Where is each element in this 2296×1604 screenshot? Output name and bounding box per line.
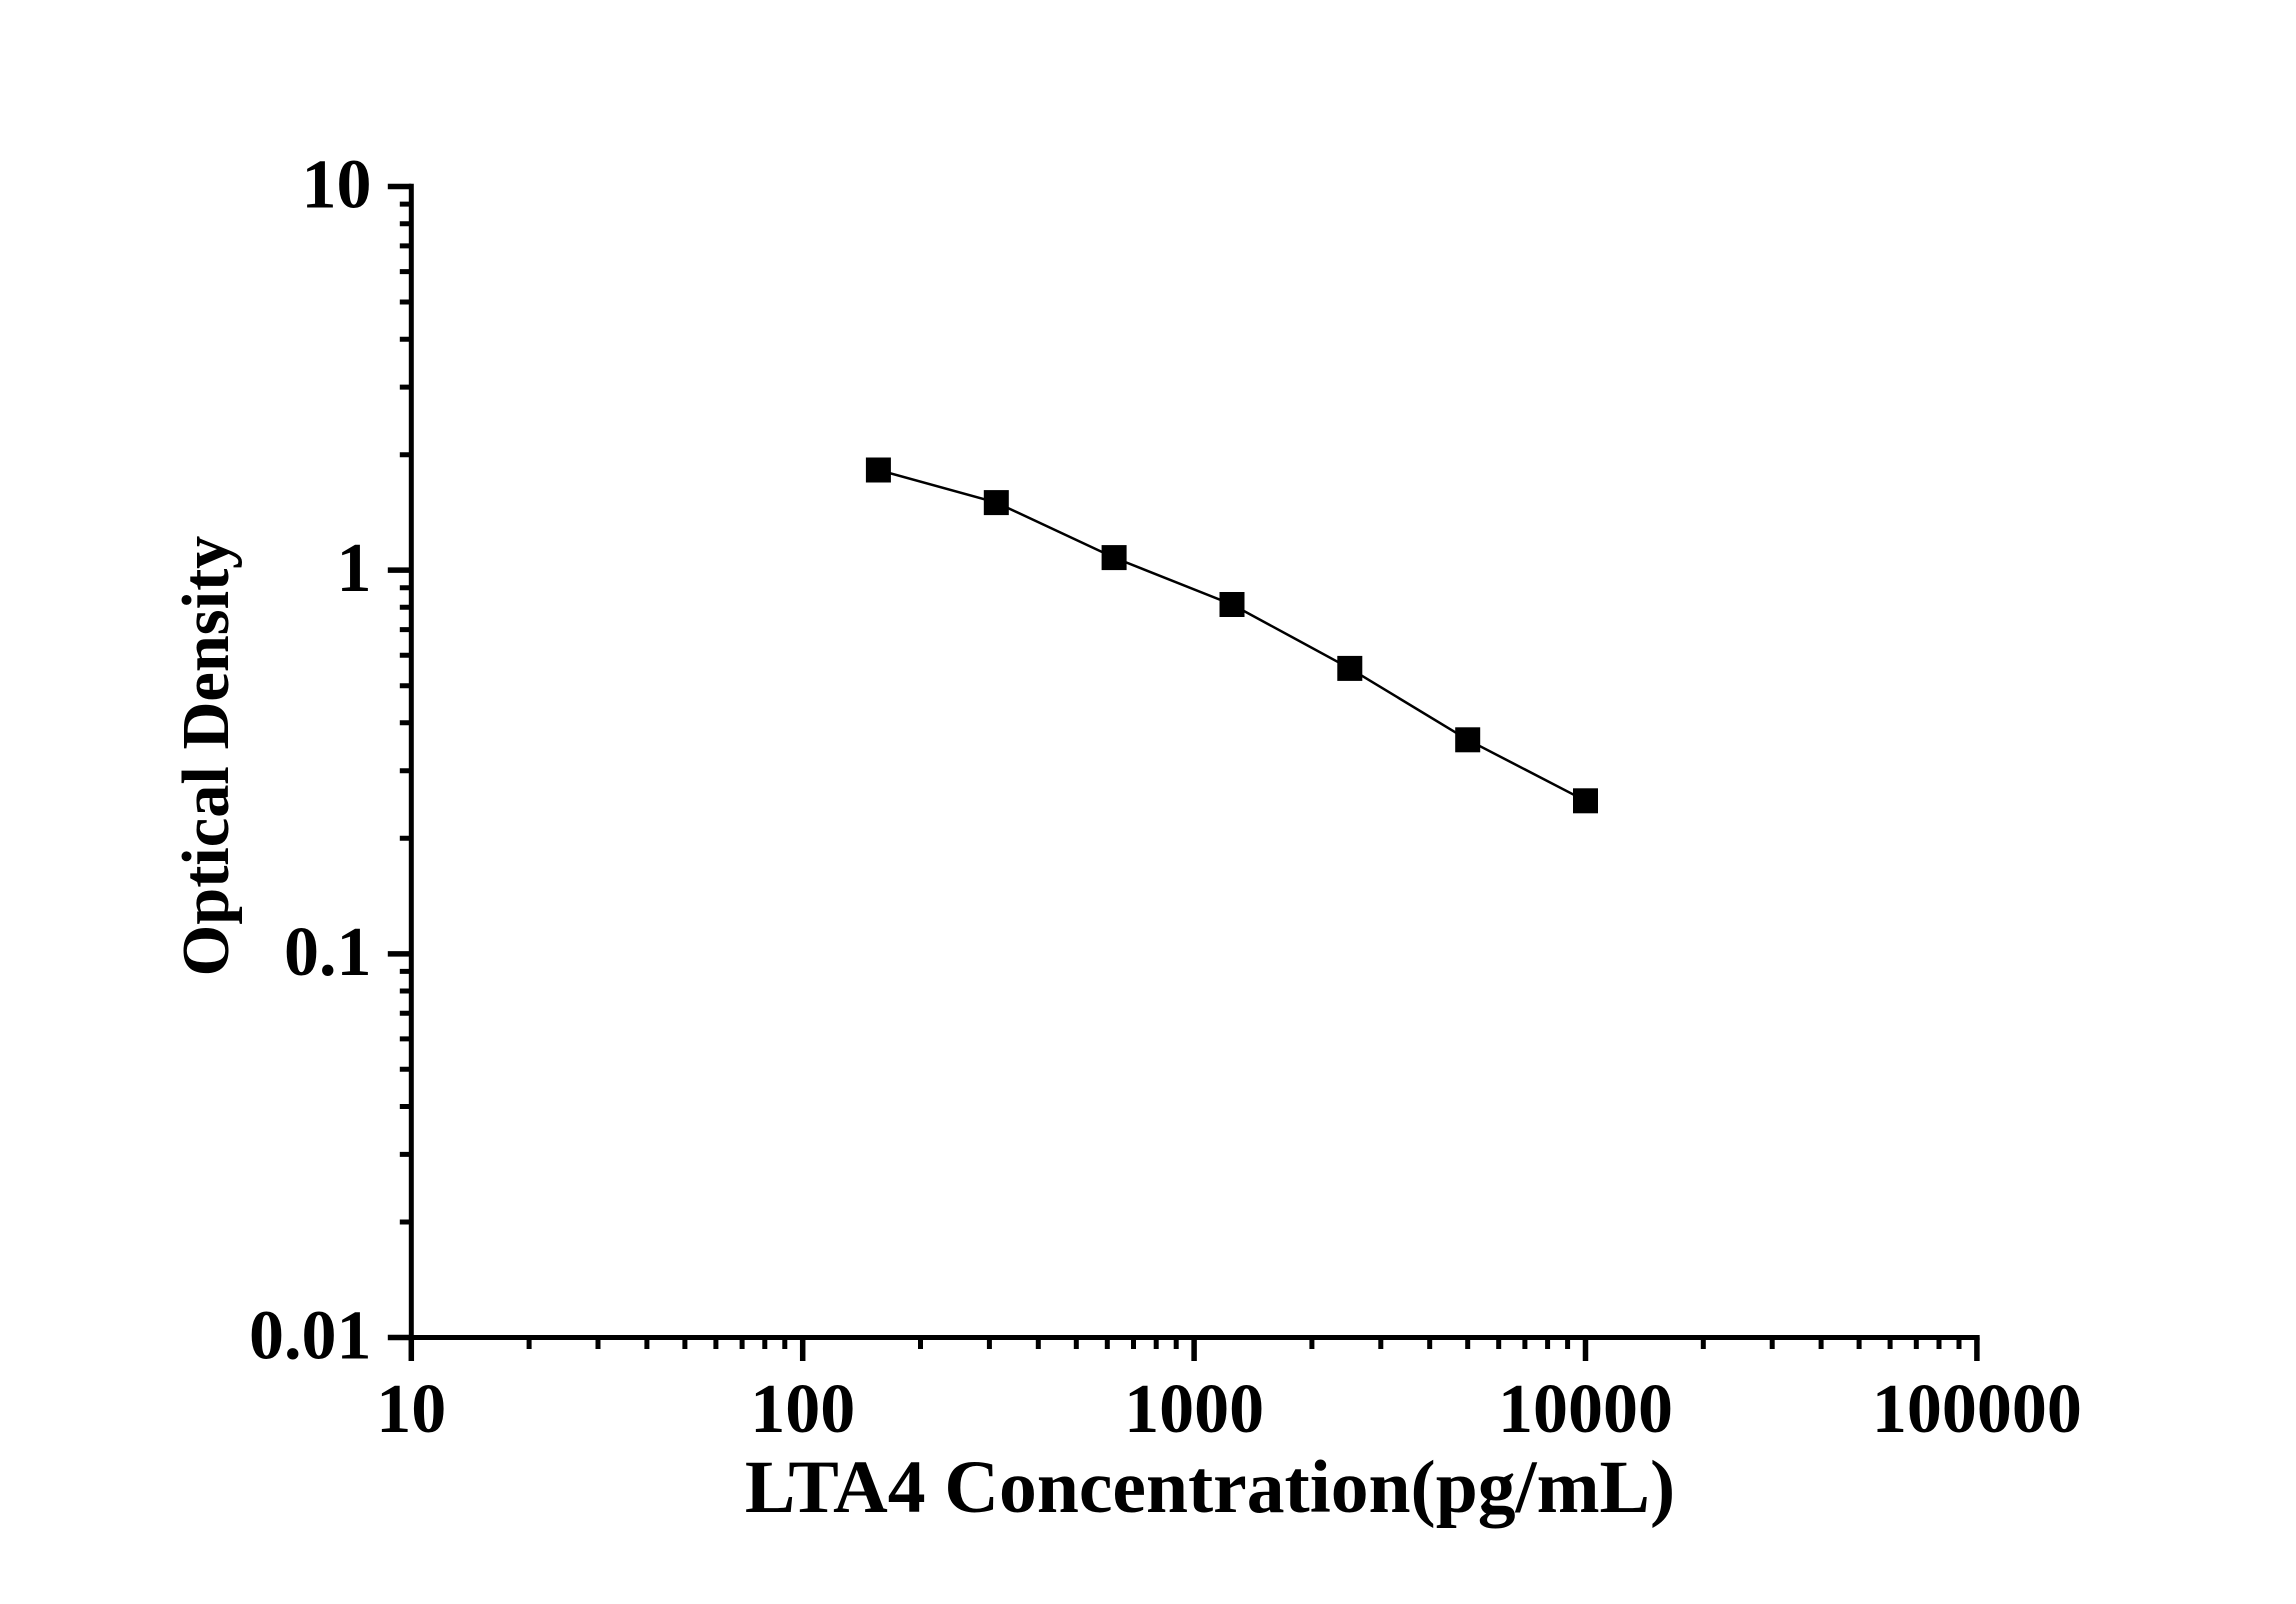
svg-text:10000: 10000 xyxy=(1498,1371,1673,1448)
svg-text:100000: 100000 xyxy=(1872,1371,2082,1448)
svg-text:LTA4 Concentration(pg/mL): LTA4 Concentration(pg/mL) xyxy=(745,1446,1675,1529)
svg-text:0.01: 0.01 xyxy=(249,1298,372,1375)
svg-text:1000: 1000 xyxy=(1124,1371,1264,1448)
svg-text:Optical Density: Optical Density xyxy=(170,536,243,977)
svg-text:0.1: 0.1 xyxy=(284,914,372,991)
svg-text:10: 10 xyxy=(376,1371,446,1448)
svg-text:10: 10 xyxy=(302,147,372,224)
svg-text:1: 1 xyxy=(337,530,372,607)
svg-text:100: 100 xyxy=(750,1371,855,1448)
